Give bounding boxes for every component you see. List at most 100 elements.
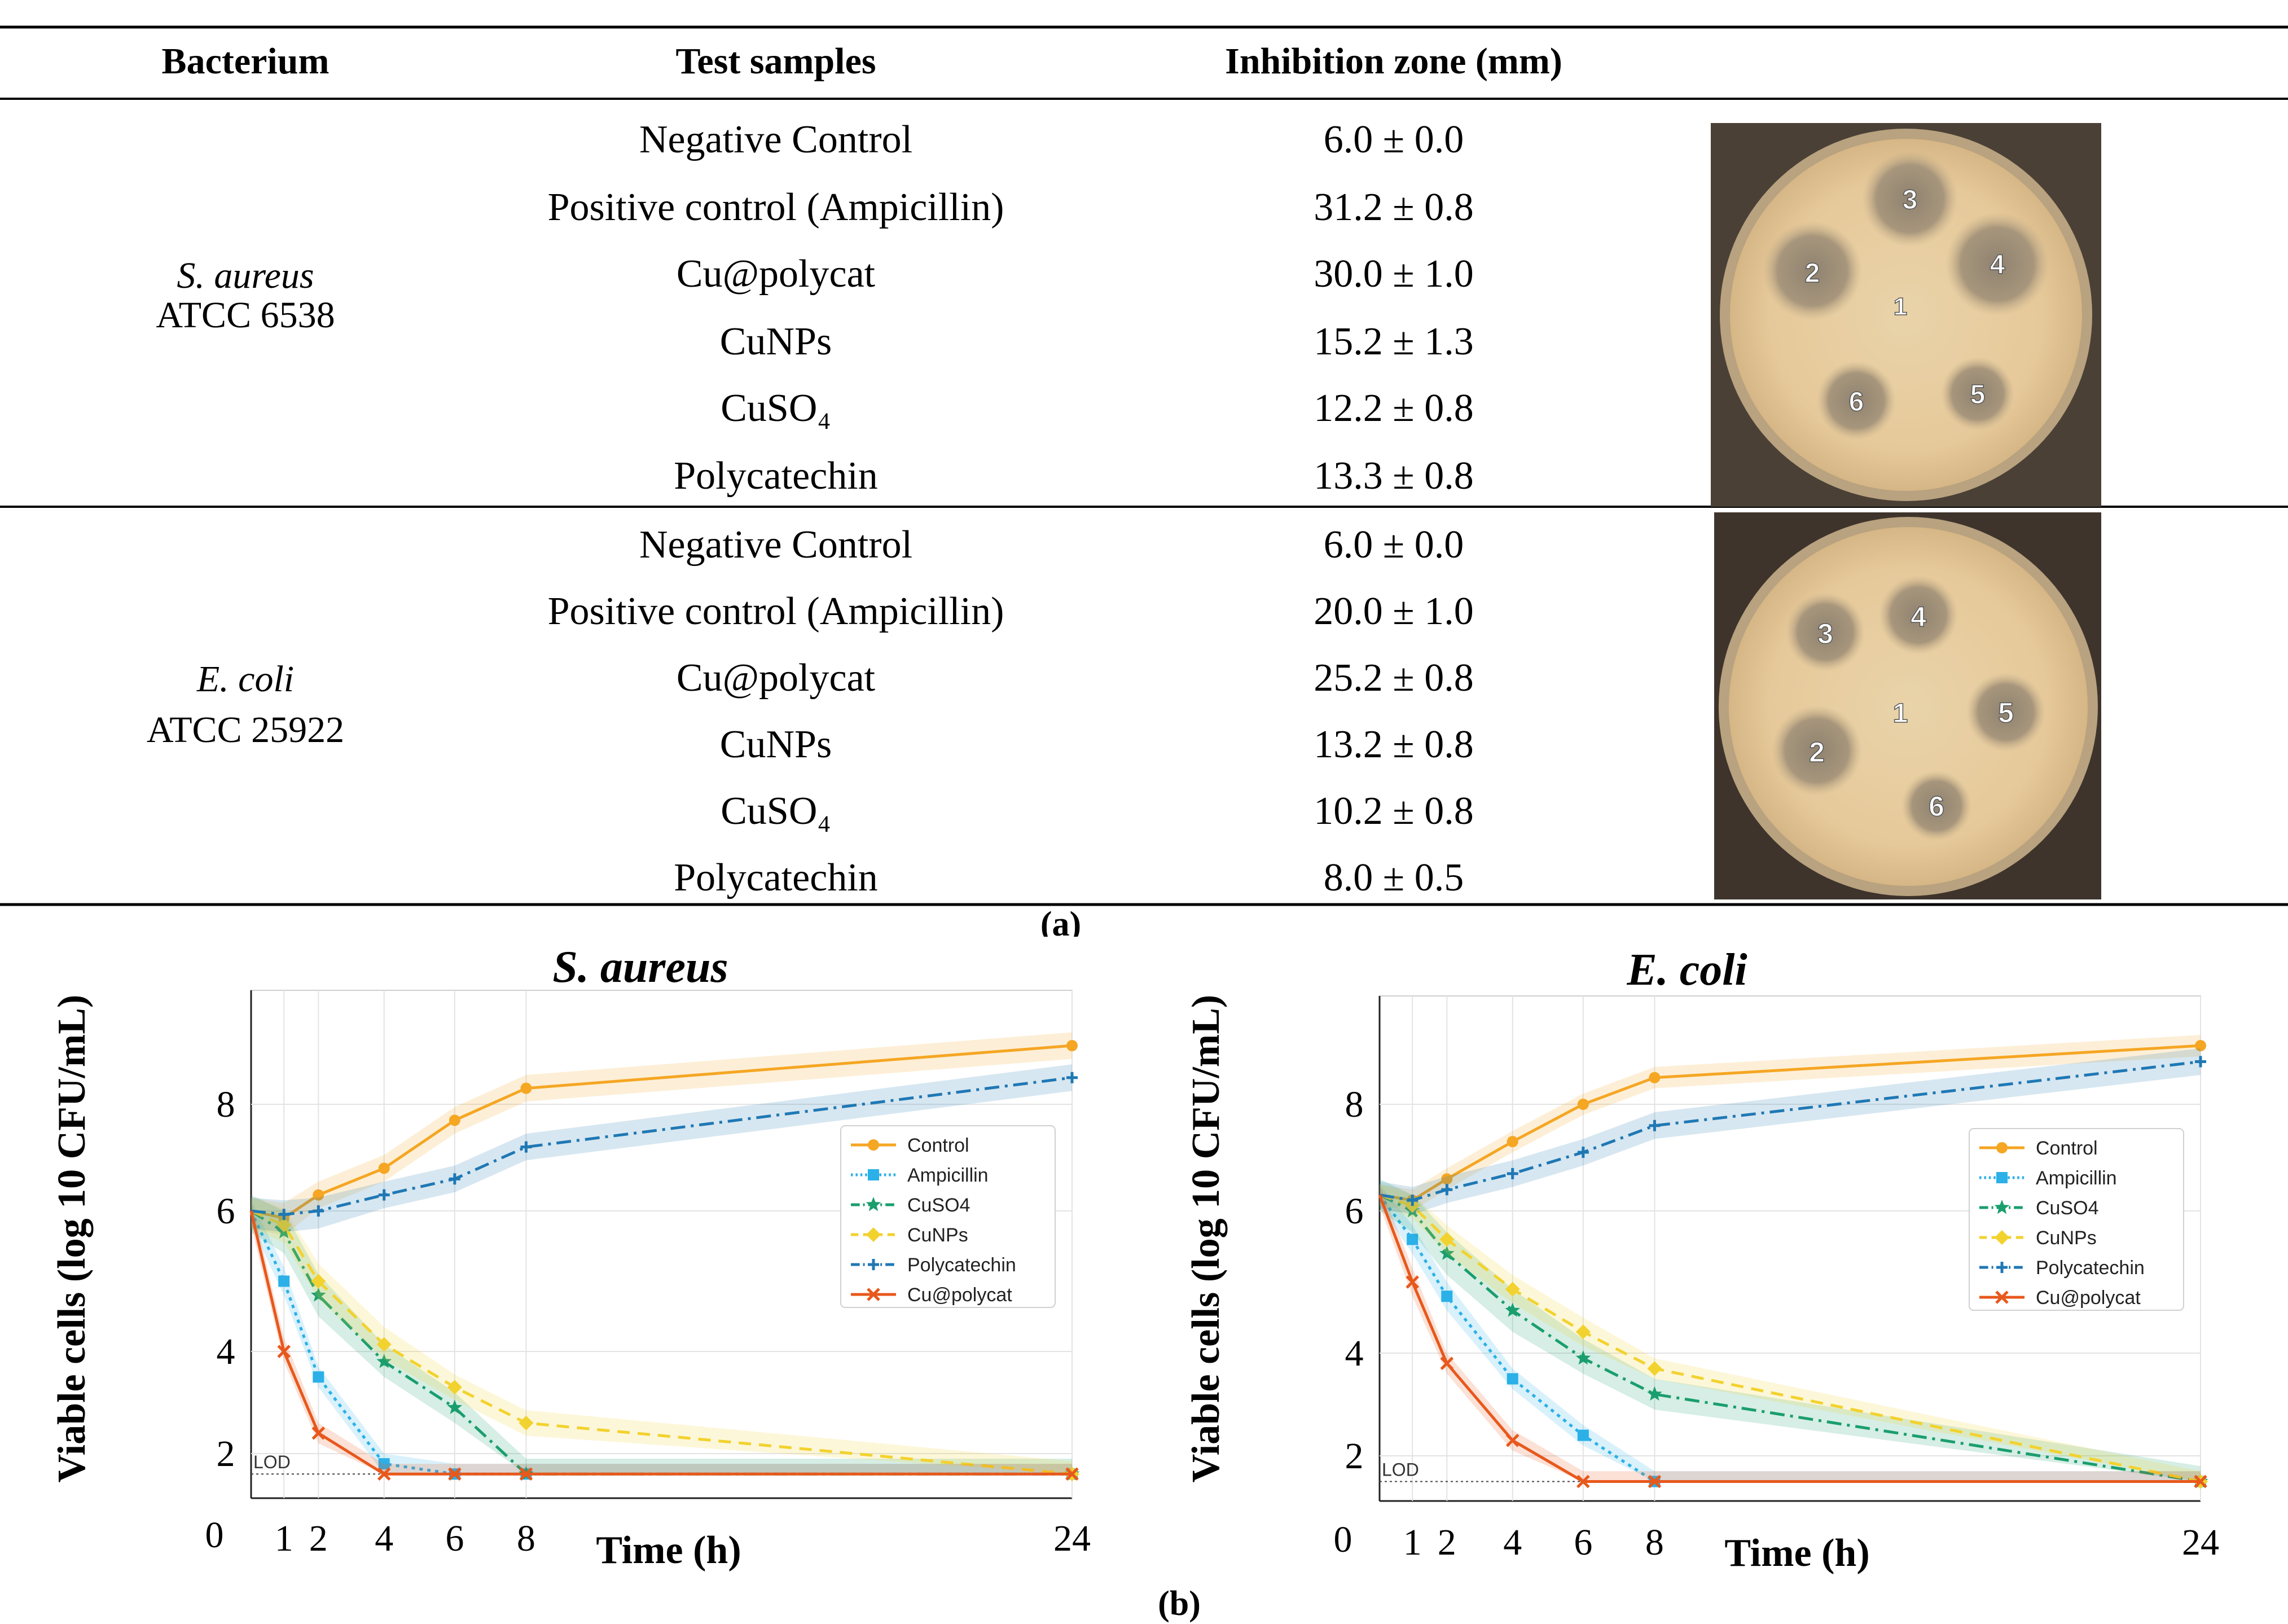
zone-value: 12.2 ± 0.8 (1314, 387, 1473, 430)
plate-label: 1 (1893, 699, 1908, 728)
petri-dish-photo: 1 2 3 4 5 6 (1714, 512, 2101, 899)
confidence-band (251, 1064, 1072, 1232)
data-point (1649, 1120, 1661, 1131)
data-point (448, 1467, 462, 1481)
plate-label: 5 (1998, 697, 2014, 728)
data-point (447, 1380, 462, 1395)
data-point (1576, 1474, 1590, 1489)
data-point (447, 1399, 463, 1414)
plate-label: 4 (1911, 601, 1926, 633)
sample-name: Polycatechin (674, 856, 878, 899)
data-point (868, 1259, 879, 1270)
plate-label: 2 (1805, 258, 1820, 288)
data-point (278, 1275, 290, 1287)
data-point (2195, 1056, 2206, 1068)
y-tick-label: 8 (1345, 1084, 1364, 1125)
data-point (1439, 1232, 1455, 1247)
data-point (378, 1189, 390, 1201)
x-tick-label: 2 (1438, 1522, 1456, 1563)
panel-label-a: (a) (1040, 905, 1081, 937)
x-tick-label: 24 (2182, 1522, 2219, 1563)
plate-label: 3 (1903, 185, 1918, 215)
data-point (1066, 1040, 1078, 1052)
series-cunps (1379, 1184, 2208, 1489)
data-point (868, 1169, 879, 1180)
x-tick-label: 6 (1574, 1522, 1592, 1563)
data-point (1406, 1275, 1419, 1289)
zone-value: 30.0 ± 1.0 (1314, 252, 1473, 296)
petri-dish-photo: 1 2 3 4 5 6 (1711, 123, 2101, 507)
sample-name: CuNPs (720, 320, 832, 363)
x-tick-label: 8 (1645, 1522, 1664, 1563)
plate-label: 1 (1894, 293, 1907, 321)
series-polycatechin (1379, 1048, 2206, 1215)
sample-name: Negative Control (639, 523, 912, 567)
legend-label: CuSO4 (2036, 1197, 2099, 1219)
y-tick-label: 2 (1345, 1436, 1364, 1477)
data-point (1441, 1291, 1453, 1302)
legend-label: Control (907, 1135, 969, 1156)
data-point (313, 1189, 324, 1201)
legend-label: Control (2036, 1138, 2098, 1159)
zone-value: 13.2 ± 0.8 (1314, 723, 1473, 766)
bacterium-strain: ATCC 25922 (147, 709, 344, 750)
y-tick-label: 4 (1345, 1333, 1364, 1374)
sample-name: CuSO₄ (721, 387, 831, 430)
legend-label: Cu@polycat (2036, 1287, 2141, 1309)
data-point (1577, 1429, 1589, 1441)
legend-label: CuNPs (907, 1224, 968, 1246)
data-point (1440, 1357, 1454, 1370)
data-point (378, 1458, 390, 1470)
sample-name: CuSO₄ (721, 789, 831, 833)
data-point (376, 1354, 392, 1368)
bacterium-name: E. coli (196, 659, 294, 700)
y-axis-label: Viable cells (log 10 CFU/mL) (50, 995, 94, 1483)
sample-name: Positive control (Ampicillin) (548, 590, 1004, 633)
plate-label: 6 (1849, 387, 1864, 417)
legend: Control Ampicillin CuSO4 CuNPs Polycatechin C… (1969, 1128, 2184, 1311)
data-point (2195, 1040, 2206, 1052)
data-point (1441, 1184, 1453, 1196)
zone-value: 15.2 ± 1.3 (1314, 320, 1473, 363)
origin-label: 0 (1334, 1519, 1352, 1560)
zone-value: 25.2 ± 0.8 (1314, 656, 1473, 700)
plate-label: 4 (1990, 250, 2005, 280)
data-point (277, 1345, 291, 1358)
data-point (1407, 1195, 1419, 1206)
y-tick-label: 6 (1345, 1191, 1364, 1232)
data-point (1996, 1142, 2008, 1153)
data-point (311, 1427, 326, 1440)
y-tick-label: 4 (217, 1331, 235, 1372)
origin-label: 0 (205, 1515, 224, 1556)
plate-label: 3 (1817, 618, 1833, 649)
series-cu-polycat (249, 1200, 1079, 1481)
data-point (378, 1162, 390, 1174)
header-bacterium: Bacterium (162, 41, 330, 82)
x-tick-label: 4 (1503, 1522, 1522, 1563)
data-point (1507, 1373, 1518, 1385)
data-point (1065, 1467, 1079, 1481)
chart-title: S. aureus (552, 942, 728, 992)
data-point (520, 1082, 532, 1094)
data-point (449, 1114, 460, 1126)
data-point (1995, 1230, 2009, 1245)
x-tick-label: 6 (445, 1518, 464, 1559)
x-tick-label: 8 (517, 1518, 535, 1559)
data-point (1996, 1262, 2008, 1273)
data-point (310, 1287, 326, 1302)
x-axis-label: Time (h) (596, 1529, 741, 1572)
sample-name: Positive control (Ampicillin) (548, 186, 1004, 229)
x-tick-label: 4 (375, 1518, 393, 1559)
data-point (313, 1371, 324, 1383)
legend-label: Ampicillin (2036, 1167, 2117, 1189)
x-tick-label: 2 (309, 1518, 328, 1559)
legend-box (840, 1125, 1056, 1308)
data-point (377, 1467, 391, 1481)
sample-name: CuNPs (720, 723, 832, 766)
series-polycatechin (251, 1064, 1078, 1232)
y-tick-label: 2 (217, 1433, 235, 1474)
data-point (1407, 1234, 1419, 1245)
data-point (1996, 1172, 2008, 1183)
